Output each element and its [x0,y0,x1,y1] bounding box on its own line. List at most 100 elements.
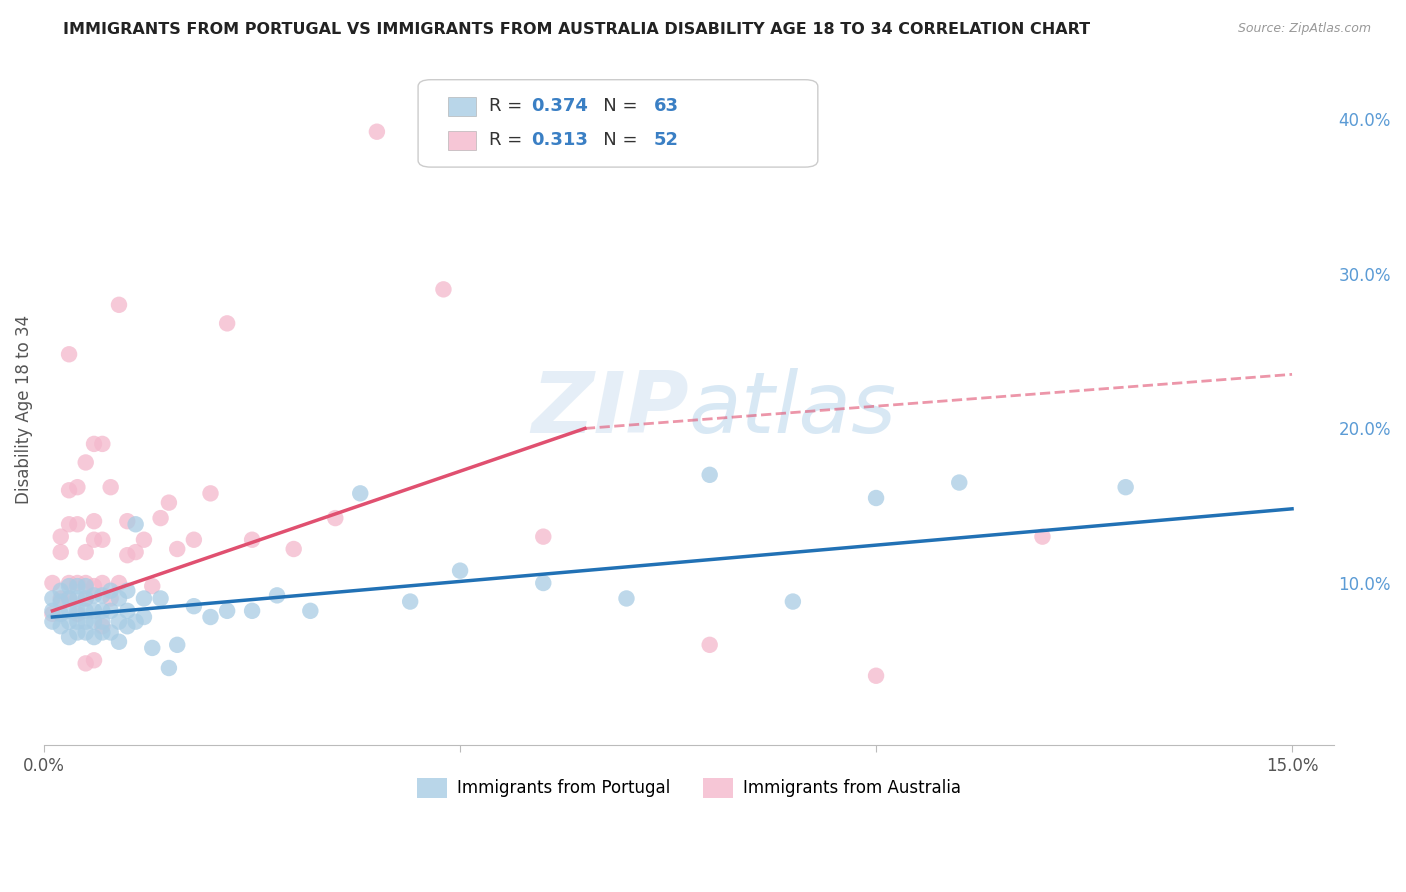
Point [75,579,97,593]
Point [108,615,131,629]
Point [91,588,114,602]
Point [41,576,63,591]
Point [75,576,97,591]
Point [132,610,155,624]
Point [166,638,188,652]
Text: R =: R = [489,131,529,150]
Point [58,483,80,498]
Text: 0.313: 0.313 [531,131,589,150]
Point [41,591,63,606]
Point [75,625,97,640]
Point [83,579,105,593]
Point [117,619,139,633]
Point [266,588,288,602]
Point [66,625,89,640]
Point [299,604,322,618]
Point [100,480,122,494]
Point [49,530,72,544]
Text: N =: N = [586,97,643,115]
Point [132,591,155,606]
Point [66,480,89,494]
Point [108,634,131,648]
Point [66,591,89,606]
Point [183,599,205,614]
Point [49,583,72,598]
Point [240,604,263,618]
Point [75,604,97,618]
Point [149,511,172,525]
Point [58,591,80,606]
Point [108,591,131,606]
Point [1115,480,1137,494]
Point [108,298,131,312]
Point [117,604,139,618]
Text: N =: N = [586,131,643,150]
Point [58,630,80,644]
Text: atlas: atlas [689,368,897,450]
Point [91,437,114,451]
Point [58,615,80,629]
Point [66,604,89,618]
Point [83,588,105,602]
Point [1031,530,1053,544]
Text: R =: R = [489,97,529,115]
Point [124,615,146,629]
Point [531,530,554,544]
Point [141,640,163,655]
Point [49,619,72,633]
Point [83,615,105,629]
Text: ZIP: ZIP [531,368,689,450]
Point [157,495,180,509]
Point [200,486,222,500]
Point [58,517,80,532]
Point [283,541,305,556]
Point [75,455,97,469]
Point [91,604,114,618]
Point [948,475,970,490]
Point [66,517,89,532]
Point [58,576,80,591]
Point [100,583,122,598]
Point [66,607,89,621]
Point [75,657,97,671]
Point [124,517,146,532]
Point [217,317,239,331]
Point [91,615,114,629]
Point [66,615,89,629]
Point [49,591,72,606]
Point [100,625,122,640]
Point [75,615,97,629]
Point [58,591,80,606]
Point [83,514,105,528]
Point [83,533,105,547]
Point [117,514,139,528]
FancyBboxPatch shape [447,131,477,150]
Point [41,604,63,618]
Point [91,576,114,591]
Point [58,579,80,593]
Y-axis label: Disability Age 18 to 34: Disability Age 18 to 34 [15,315,32,504]
Point [41,615,63,629]
Point [141,579,163,593]
Point [399,594,422,608]
FancyBboxPatch shape [447,97,477,116]
FancyBboxPatch shape [418,79,818,167]
Point [149,591,172,606]
Point [865,669,887,683]
Point [49,607,72,621]
Point [83,437,105,451]
Point [366,125,388,139]
Point [66,579,89,593]
Point [531,576,554,591]
Text: 63: 63 [654,97,679,115]
Point [124,545,146,559]
Point [108,576,131,591]
Point [217,604,239,618]
Point [49,545,72,559]
Point [83,604,105,618]
Text: Source: ZipAtlas.com: Source: ZipAtlas.com [1237,22,1371,36]
Point [75,591,97,606]
Point [41,607,63,621]
Point [117,583,139,598]
Point [75,591,97,606]
